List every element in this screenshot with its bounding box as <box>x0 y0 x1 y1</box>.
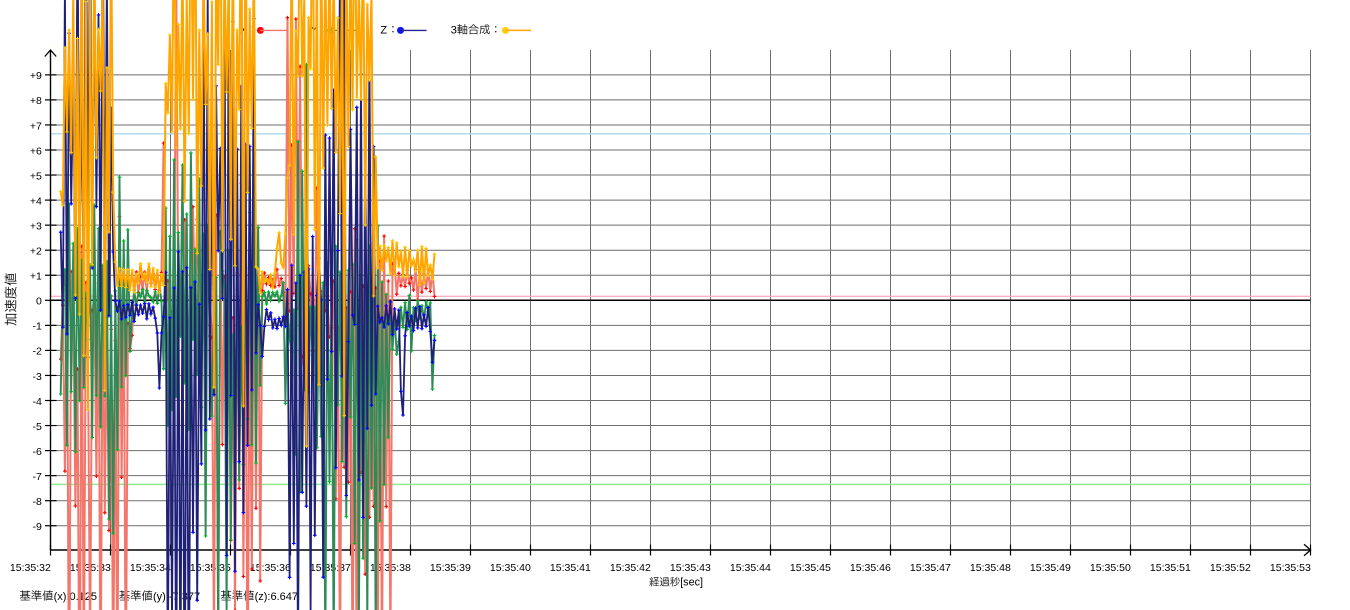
svg-text:-4: -4 <box>32 396 41 408</box>
svg-text:15:35:49: 15:35:49 <box>1030 562 1071 574</box>
svg-text:15:35:42: 15:35:42 <box>610 562 651 574</box>
svg-text:+5: +5 <box>30 170 42 182</box>
svg-text:15:35:51: 15:35:51 <box>1150 562 1191 574</box>
svg-text:-3: -3 <box>32 371 41 383</box>
svg-text:15:35:39: 15:35:39 <box>430 562 471 574</box>
svg-text:Z: Z <box>380 25 387 37</box>
svg-text:15:35:52: 15:35:52 <box>1210 562 1251 574</box>
svg-text:15:35:46: 15:35:46 <box>850 562 891 574</box>
svg-text:-1: -1 <box>32 321 41 333</box>
svg-text:15:35:34: 15:35:34 <box>130 562 171 574</box>
svg-text:-2: -2 <box>32 346 41 358</box>
svg-text:+1: +1 <box>30 271 42 283</box>
svg-text:15:35:47: 15:35:47 <box>910 562 951 574</box>
svg-text:+9: +9 <box>30 70 42 82</box>
svg-text:+2: +2 <box>30 246 42 258</box>
svg-text:15:35:44: 15:35:44 <box>730 562 771 574</box>
svg-text:15:35:43: 15:35:43 <box>670 562 711 574</box>
svg-text:15:35:40: 15:35:40 <box>490 562 531 574</box>
svg-text:+8: +8 <box>30 95 42 107</box>
svg-text:-7: -7 <box>32 471 41 483</box>
svg-text:+6: +6 <box>30 145 42 157</box>
svg-text:+3: +3 <box>30 220 42 232</box>
svg-text:[sec]: [sec] <box>680 577 703 589</box>
svg-text:15:35:35: 15:35:35 <box>190 562 231 574</box>
svg-text:15:35:32: 15:35:32 <box>10 562 51 574</box>
svg-text:15:35:53: 15:35:53 <box>1270 562 1311 574</box>
svg-text:15:35:41: 15:35:41 <box>550 562 591 574</box>
svg-text:+4: +4 <box>30 195 42 207</box>
svg-text:(z):6.647: (z):6.647 <box>255 591 298 603</box>
svg-text:-8: -8 <box>32 496 41 508</box>
svg-text:15:35:45: 15:35:45 <box>790 562 831 574</box>
svg-text:(x):0.125: (x):0.125 <box>54 591 97 603</box>
svg-text:15:35:50: 15:35:50 <box>1090 562 1131 574</box>
svg-text:-6: -6 <box>32 446 41 458</box>
svg-text:15:35:36: 15:35:36 <box>250 562 291 574</box>
svg-text:15:35:48: 15:35:48 <box>970 562 1011 574</box>
svg-text:0: 0 <box>36 296 42 308</box>
svg-text:+7: +7 <box>30 120 42 132</box>
svg-text:-9: -9 <box>32 521 41 533</box>
svg-text:3: 3 <box>451 25 457 37</box>
svg-text:-5: -5 <box>32 421 41 433</box>
svg-text:15:35:37: 15:35:37 <box>310 562 351 574</box>
